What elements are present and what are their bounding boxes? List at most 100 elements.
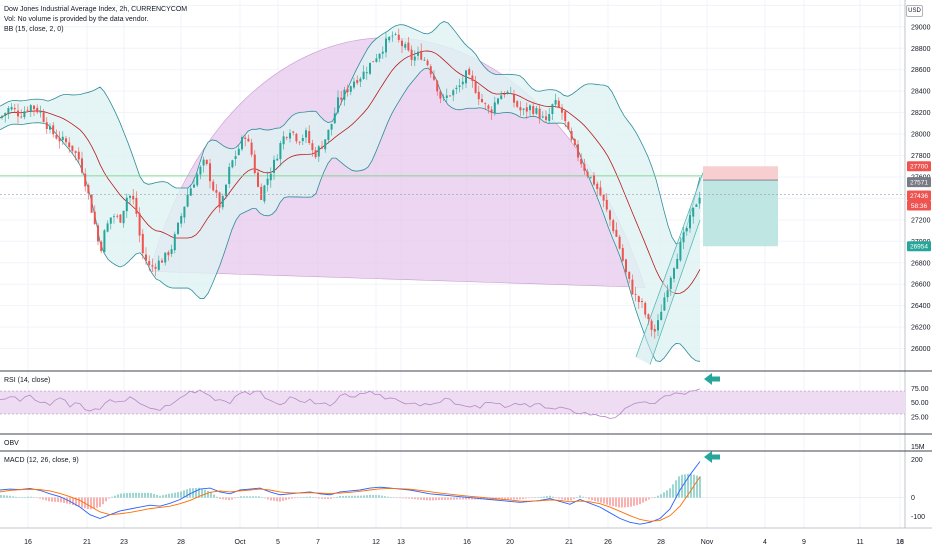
macd-histogram-bar — [600, 497, 602, 503]
macd-histogram-bar — [72, 497, 74, 506]
candle-body — [337, 97, 339, 113]
candle-body — [189, 188, 192, 196]
macd-histogram-bar — [450, 497, 452, 500]
macd-histogram-bar — [456, 497, 458, 500]
macd-histogram-bar — [558, 497, 560, 499]
time-tick-label: 16 — [24, 539, 32, 546]
macd-histogram-bar — [12, 496, 14, 498]
candle-body — [554, 99, 557, 105]
time-tick-label: 5 — [276, 539, 280, 546]
candle-body — [122, 210, 125, 224]
time-tick-label: 9 — [802, 539, 806, 546]
macd-histogram-bar — [507, 497, 509, 500]
currency-label[interactable]: USD — [906, 5, 923, 17]
candle-body — [10, 106, 13, 110]
macd-histogram-bar — [237, 497, 239, 498]
macd-histogram-bar — [339, 496, 341, 498]
candle-body — [269, 173, 272, 181]
candle-body — [228, 166, 231, 184]
price-tick-label: 28000 — [911, 132, 931, 139]
macd-histogram-bar — [123, 493, 125, 498]
candle-body — [689, 215, 691, 229]
candle-body — [119, 214, 122, 223]
price-tick-label: 28800 — [911, 46, 931, 53]
candle-body — [93, 211, 96, 224]
macd-histogram-bar — [660, 494, 662, 498]
candle-body — [471, 75, 474, 81]
macd-histogram-bar — [360, 495, 362, 498]
rsi-pane-label[interactable]: RSI (14, close) — [4, 377, 51, 384]
stop-price-badge-bg — [907, 161, 931, 172]
macd-histogram-bar — [363, 495, 365, 498]
macd-histogram-bar — [642, 497, 644, 503]
candle-body — [644, 302, 647, 315]
macd-histogram-bar — [180, 491, 182, 498]
candle-body — [605, 199, 608, 210]
candle-body — [241, 137, 243, 150]
candle-body — [138, 213, 141, 236]
time-tick-label: 28 — [657, 539, 665, 546]
macd-histogram-bar — [543, 496, 545, 498]
macd-pane-label[interactable]: MACD (12, 26, close, 9) — [4, 457, 79, 464]
candle-body — [612, 220, 615, 232]
candle-body — [685, 228, 688, 232]
macd-histogram-bar — [132, 492, 134, 498]
candle-body — [423, 59, 426, 61]
macd-histogram-bar — [195, 487, 197, 498]
candle-body — [333, 113, 336, 124]
macd-histogram-bar — [309, 496, 311, 498]
macd-histogram-bar — [102, 497, 104, 505]
macd-histogram-bar — [39, 497, 41, 499]
price-tick-label: 26800 — [911, 260, 931, 267]
macd-histogram-bar — [348, 495, 350, 498]
macd-histogram-bar — [549, 495, 551, 498]
time-tick-label: 23 — [120, 539, 128, 546]
macd-histogram-bar — [174, 492, 176, 498]
macd-histogram-bar — [306, 496, 308, 498]
macd-histogram-bar — [420, 497, 422, 500]
candle-body — [212, 181, 215, 191]
candle-body — [157, 260, 160, 270]
candle-body — [615, 229, 618, 237]
candle-body — [132, 195, 135, 200]
candle-body — [391, 35, 394, 37]
candle-body — [263, 185, 266, 202]
candle-body — [545, 116, 547, 120]
candle-body — [426, 60, 429, 66]
macd-histogram-bar — [54, 497, 56, 502]
candle-body — [493, 102, 496, 114]
macd-histogram-bar — [519, 497, 521, 500]
macd-histogram-bar — [639, 497, 641, 505]
candle-body — [151, 265, 154, 267]
obv-pane-label[interactable]: OBV — [4, 440, 19, 447]
candle-body — [173, 234, 176, 251]
candle-body — [135, 197, 138, 214]
last-price-badge-bg — [907, 190, 931, 201]
macd-histogram-bar — [435, 497, 437, 501]
macd-histogram-bar — [405, 497, 407, 499]
candle-body — [375, 58, 378, 62]
macd-histogram-bar — [441, 497, 443, 500]
price-tick-label: 26000 — [911, 346, 931, 353]
macd-histogram-bar — [243, 496, 245, 498]
bb-fill — [0, 21, 700, 362]
candle-body — [276, 158, 279, 161]
bb-indicator-label[interactable]: BB (15, close, 2, 0) — [4, 26, 64, 33]
candle-body — [215, 189, 218, 193]
price-tick-label: 26200 — [911, 325, 931, 332]
candle-body — [481, 99, 483, 103]
macd-histogram-bar — [612, 497, 614, 507]
macd-histogram-bar — [270, 497, 272, 501]
macd-histogram-bar — [3, 495, 5, 498]
candle-body — [410, 49, 413, 60]
candle-body — [353, 81, 355, 88]
candle-body — [516, 101, 519, 107]
macd-histogram-bar — [687, 473, 689, 498]
time-tick-label: 20 — [506, 539, 514, 546]
candle-body — [87, 185, 90, 194]
candle-body — [170, 249, 173, 254]
candle-body — [305, 130, 307, 138]
macd-histogram-bar — [336, 496, 338, 498]
candle-body — [58, 137, 61, 142]
